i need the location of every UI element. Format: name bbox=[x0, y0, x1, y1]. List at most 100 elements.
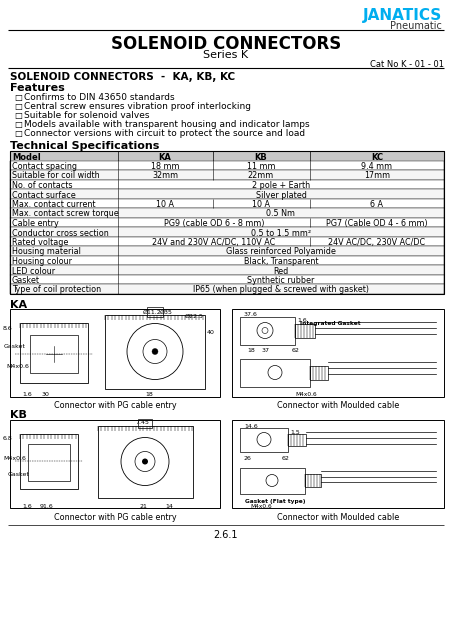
Text: 8.6: 8.6 bbox=[2, 326, 12, 330]
Bar bbox=[239, 358, 309, 387]
Text: 1.6: 1.6 bbox=[296, 319, 306, 323]
Text: Series K: Series K bbox=[203, 50, 248, 60]
Text: M4x0.6: M4x0.6 bbox=[6, 365, 29, 369]
Text: 6 A: 6 A bbox=[370, 200, 382, 209]
Text: 1.5: 1.5 bbox=[290, 429, 299, 435]
Text: Glass reinforced Polyamide: Glass reinforced Polyamide bbox=[226, 248, 335, 257]
Bar bbox=[20, 323, 88, 383]
Bar bbox=[10, 284, 443, 294]
Text: Pneumatic: Pneumatic bbox=[389, 21, 441, 31]
Bar bbox=[304, 474, 320, 486]
Text: 91.6: 91.6 bbox=[40, 504, 54, 509]
Text: 7.45: 7.45 bbox=[135, 420, 148, 426]
Text: Models available with transparent housing and indicator lamps: Models available with transparent housin… bbox=[24, 120, 309, 129]
Text: LED colour: LED colour bbox=[12, 266, 55, 275]
Bar bbox=[239, 428, 287, 451]
Bar bbox=[10, 208, 443, 218]
Bar bbox=[239, 467, 304, 493]
Text: 18 mm: 18 mm bbox=[151, 162, 179, 171]
Text: 2 pole + Earth: 2 pole + Earth bbox=[251, 181, 309, 190]
Text: □: □ bbox=[14, 129, 22, 138]
Text: Features: Features bbox=[10, 83, 64, 93]
Text: □: □ bbox=[14, 102, 22, 111]
Text: Type of coil protection: Type of coil protection bbox=[12, 285, 101, 294]
Text: Rated voltage: Rated voltage bbox=[12, 238, 68, 247]
Text: Contact spacing: Contact spacing bbox=[12, 162, 77, 171]
Text: 10 A: 10 A bbox=[252, 200, 269, 209]
Text: 0.5 to 1.5 mm²: 0.5 to 1.5 mm² bbox=[250, 228, 310, 237]
Bar bbox=[30, 335, 78, 372]
Text: M4x0.6: M4x0.6 bbox=[249, 504, 271, 509]
Bar bbox=[287, 433, 305, 445]
Text: Confirms to DIN 43650 standards: Confirms to DIN 43650 standards bbox=[24, 93, 174, 102]
Text: 17mm: 17mm bbox=[363, 172, 389, 180]
Text: M4x0.6: M4x0.6 bbox=[295, 392, 316, 397]
Text: Connector versions with circuit to protect the source and load: Connector versions with circuit to prote… bbox=[24, 129, 304, 138]
Text: Integrated Gasket: Integrated Gasket bbox=[299, 321, 360, 326]
Text: 1.6: 1.6 bbox=[22, 504, 32, 509]
Text: 62: 62 bbox=[291, 349, 299, 353]
Text: 1.6: 1.6 bbox=[22, 392, 32, 397]
Bar bbox=[10, 227, 443, 237]
Bar bbox=[28, 444, 70, 481]
Text: □: □ bbox=[14, 111, 22, 120]
Text: □: □ bbox=[14, 93, 22, 102]
Bar bbox=[10, 151, 443, 161]
Text: Max. contact screw torque: Max. contact screw torque bbox=[12, 209, 119, 218]
Text: 21: 21 bbox=[140, 504, 147, 509]
Text: Technical Specifications: Technical Specifications bbox=[10, 141, 159, 151]
Text: Gasket: Gasket bbox=[4, 344, 26, 349]
Text: 14: 14 bbox=[165, 504, 172, 509]
Text: KC: KC bbox=[370, 152, 382, 161]
Text: Suitable for coil width: Suitable for coil width bbox=[12, 172, 99, 180]
Text: Connector with PG cable entry: Connector with PG cable entry bbox=[54, 513, 176, 522]
Text: 40: 40 bbox=[207, 330, 214, 335]
Bar bbox=[231, 419, 443, 508]
Bar bbox=[147, 307, 163, 317]
Text: 18: 18 bbox=[246, 349, 254, 353]
Text: Housing colour: Housing colour bbox=[12, 257, 72, 266]
Bar bbox=[98, 426, 193, 497]
Text: Connector with PG cable entry: Connector with PG cable entry bbox=[54, 401, 176, 410]
Text: 22mm: 22mm bbox=[247, 172, 273, 180]
Bar bbox=[138, 419, 152, 428]
Text: 37.6: 37.6 bbox=[244, 312, 258, 317]
Text: Black, Transparent: Black, Transparent bbox=[243, 257, 318, 266]
Text: IP65 (when plugged & screwed with gasket): IP65 (when plugged & screwed with gasket… bbox=[193, 285, 368, 294]
Text: SOLENOID CONNECTORS  -  KA, KB, KC: SOLENOID CONNECTORS - KA, KB, KC bbox=[10, 72, 235, 82]
Bar bbox=[10, 170, 443, 179]
Text: 26: 26 bbox=[244, 456, 251, 461]
Text: Suitable for solenoid valves: Suitable for solenoid valves bbox=[24, 111, 149, 120]
Bar bbox=[10, 255, 443, 265]
Text: Gasket: Gasket bbox=[8, 472, 30, 477]
Text: Cable entry: Cable entry bbox=[12, 219, 59, 228]
Text: 6.8: 6.8 bbox=[2, 436, 12, 442]
Bar bbox=[309, 365, 327, 380]
Text: Synthetic rubber: Synthetic rubber bbox=[247, 276, 314, 285]
Text: Conductor cross section: Conductor cross section bbox=[12, 228, 109, 237]
Text: 9.4 mm: 9.4 mm bbox=[361, 162, 392, 171]
Text: Red: Red bbox=[273, 266, 288, 275]
Text: JANATICS: JANATICS bbox=[362, 8, 441, 23]
Text: □: □ bbox=[14, 120, 22, 129]
Text: KA: KA bbox=[10, 300, 27, 310]
Bar bbox=[10, 246, 443, 255]
Text: Max. contact current: Max. contact current bbox=[12, 200, 95, 209]
Bar bbox=[10, 275, 443, 284]
Bar bbox=[10, 161, 443, 170]
Text: PG9 (cable OD 6 - 8 mm): PG9 (cable OD 6 - 8 mm) bbox=[163, 219, 264, 228]
Text: Connector with Moulded cable: Connector with Moulded cable bbox=[276, 401, 398, 410]
Bar bbox=[10, 237, 443, 246]
Bar bbox=[239, 317, 295, 344]
Bar bbox=[20, 433, 78, 488]
Bar bbox=[10, 179, 443, 189]
Bar bbox=[10, 419, 220, 508]
Text: Ø11.2: Ø11.2 bbox=[143, 310, 161, 314]
Text: 24V AC/DC, 230V AC/DC: 24V AC/DC, 230V AC/DC bbox=[328, 238, 425, 247]
Text: 62: 62 bbox=[281, 456, 289, 461]
Text: PG7 (Cable OD 4 - 6 mm): PG7 (Cable OD 4 - 6 mm) bbox=[326, 219, 427, 228]
Text: Ø35: Ø35 bbox=[160, 310, 172, 314]
Text: Central screw ensures vibration proof interlocking: Central screw ensures vibration proof in… bbox=[24, 102, 250, 111]
Text: Housing material: Housing material bbox=[12, 248, 81, 257]
Text: Silver plated: Silver plated bbox=[255, 191, 306, 200]
